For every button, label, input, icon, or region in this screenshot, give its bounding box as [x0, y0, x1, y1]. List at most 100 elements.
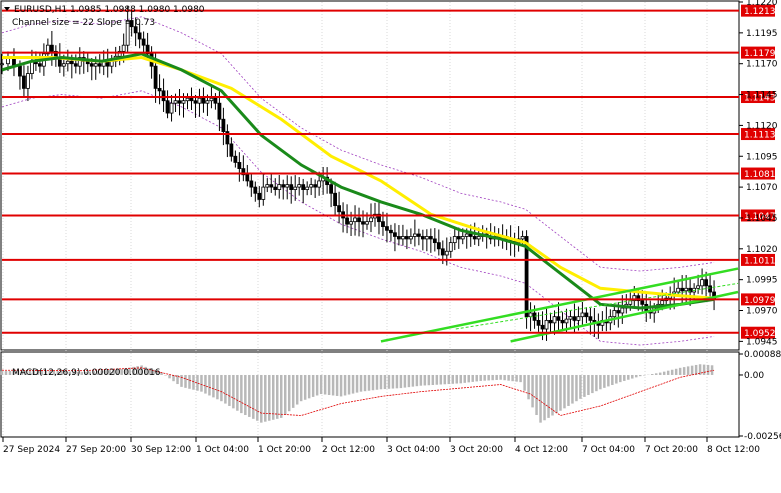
candle-body	[456, 236, 461, 240]
candle-body	[0, 63, 4, 66]
candle-body	[301, 184, 306, 190]
candle-body	[209, 97, 214, 102]
header-channel: Channel size = 22 Slope = 0.73	[12, 18, 155, 28]
candle-body	[337, 205, 341, 213]
candle-body	[153, 65, 158, 89]
candle-body	[612, 310, 617, 318]
candle-body	[385, 226, 389, 231]
candle-body	[249, 180, 254, 188]
candle-body	[397, 236, 401, 240]
candle-body	[708, 285, 712, 293]
candle-body	[540, 324, 545, 330]
channel-line	[380, 267, 739, 343]
yellow-moving-average	[2, 56, 715, 300]
candle-body	[572, 316, 577, 321]
candle-body	[221, 118, 226, 132]
level-price-label: 1.0952	[744, 329, 776, 339]
candle-body	[528, 312, 533, 318]
level-price-box	[741, 293, 775, 306]
macd-tick-label: -0.00256	[744, 432, 781, 442]
candle-body	[353, 217, 357, 223]
candle-body	[289, 184, 294, 190]
candle-body	[568, 316, 573, 320]
candle-body	[137, 32, 142, 40]
time-tick-label: 7 Oct 04:00	[582, 445, 635, 455]
macd-signal-line	[1, 367, 715, 416]
candle-body	[532, 312, 537, 321]
candle-body	[69, 60, 74, 65]
candle-body	[18, 65, 22, 77]
candle-body	[452, 236, 457, 244]
candle-body	[181, 100, 186, 104]
candle-body	[177, 100, 182, 104]
candle-body	[173, 100, 178, 104]
candle-body	[197, 97, 202, 104]
candle-body	[89, 63, 94, 67]
candle-body	[700, 279, 704, 287]
candle-body	[133, 26, 138, 34]
collapse-triangle-icon[interactable]	[4, 7, 10, 11]
level-price-label: 1.1113	[744, 131, 776, 141]
candle-body	[576, 316, 581, 321]
candle-body	[277, 184, 282, 190]
candle-body	[257, 192, 262, 200]
candle-body	[161, 90, 166, 102]
candle-body	[241, 168, 246, 176]
candle-body	[333, 192, 337, 207]
candle-body	[193, 100, 198, 104]
candle-body	[472, 236, 477, 240]
candle-body	[265, 184, 270, 188]
candle-body	[404, 236, 409, 240]
candle-body	[389, 229, 393, 234]
macd-indicator: 0.00088 0.00 -0.00256	[0, 350, 781, 442]
candle-body	[620, 307, 625, 314]
candle-body	[185, 97, 190, 102]
header-symbol: EURUSD,H1 1.0985 1.0988 1.0980 1.0980	[14, 5, 205, 15]
time-tick-label: 4 Oct 12:00	[515, 445, 568, 455]
candle-body	[245, 174, 250, 182]
candle-body	[261, 186, 266, 200]
candle-body	[313, 184, 318, 188]
candle-body	[436, 242, 441, 250]
candle-body	[93, 63, 98, 67]
candle-body	[189, 97, 194, 102]
level-price-label: 1.1179	[744, 49, 776, 59]
macd-label: MACD(12,26,9) 0.00020 0.00016	[12, 368, 161, 378]
price-tick-label: 1.1170	[746, 60, 778, 70]
time-tick-label: 3 Oct 04:00	[387, 445, 440, 455]
candle-body	[377, 213, 381, 223]
candle-body	[305, 186, 310, 190]
macd-tick-label: 0.00	[744, 371, 764, 381]
candle-body	[460, 236, 465, 240]
candle-body	[65, 60, 70, 65]
candle-body	[616, 310, 621, 314]
candle-body	[476, 236, 481, 240]
candle-body	[121, 44, 126, 52]
level-price-box	[741, 209, 775, 222]
candle-body	[584, 312, 589, 318]
time-tick-label: 7 Oct 20:00	[645, 445, 698, 455]
time-tick-label: 30 Sep 12:00	[131, 445, 191, 455]
candle-body	[369, 217, 373, 223]
candle-body	[22, 75, 26, 89]
candle-body	[129, 20, 134, 28]
candle-body	[169, 102, 174, 114]
price-tick-label: 1.1095	[746, 152, 778, 162]
candle-body	[420, 236, 425, 240]
candle-body	[432, 238, 437, 244]
candle-body	[696, 285, 701, 289]
price-tick-label: 1.1120	[746, 121, 778, 131]
candle-body	[157, 87, 162, 92]
candle-body	[357, 217, 361, 223]
candle-body	[416, 233, 421, 237]
candle-body	[349, 221, 353, 225]
candle-body	[109, 60, 114, 67]
candle-body	[297, 184, 302, 188]
candle-body	[281, 184, 286, 188]
candle-body	[468, 233, 473, 237]
candle-body	[440, 248, 445, 256]
upper-envelope-line	[1, 16, 715, 272]
candle-body	[520, 236, 525, 240]
candle-body	[544, 319, 549, 330]
